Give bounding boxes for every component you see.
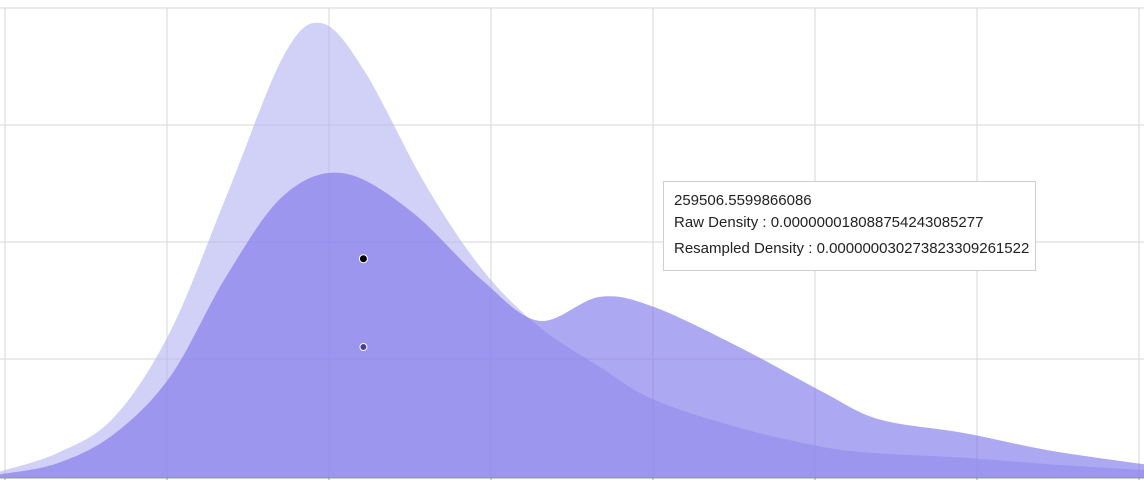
tooltip-raw-density: Raw Density : 0.000000018088754243085277 — [674, 213, 1025, 233]
tooltip-raw-label: Raw Density — [674, 214, 759, 231]
tooltip-resampled-value: 0.000000030273823309261522 — [816, 240, 1030, 257]
chart-tooltip: 259506.5599866086 Raw Density : 0.000000… — [663, 181, 1036, 271]
chart-series — [0, 22, 1144, 479]
resampled-density-hover-point — [358, 254, 368, 264]
tooltip-raw-separator: : — [758, 214, 771, 231]
tooltip-resampled-label: Resampled Density — [674, 240, 805, 257]
raw-density-hover-point — [359, 342, 368, 351]
tooltip-resampled-separator: : — [804, 240, 817, 257]
resampled-density-area — [0, 172, 1144, 478]
tooltip-resampled-density: Resampled Density : 0.000000030273823309… — [674, 239, 1029, 259]
tooltip-header: 259506.5599866086 — [674, 192, 812, 209]
tooltip-raw-value: 0.000000018088754243085277 — [770, 214, 984, 231]
hover-overlay — [358, 254, 368, 351]
